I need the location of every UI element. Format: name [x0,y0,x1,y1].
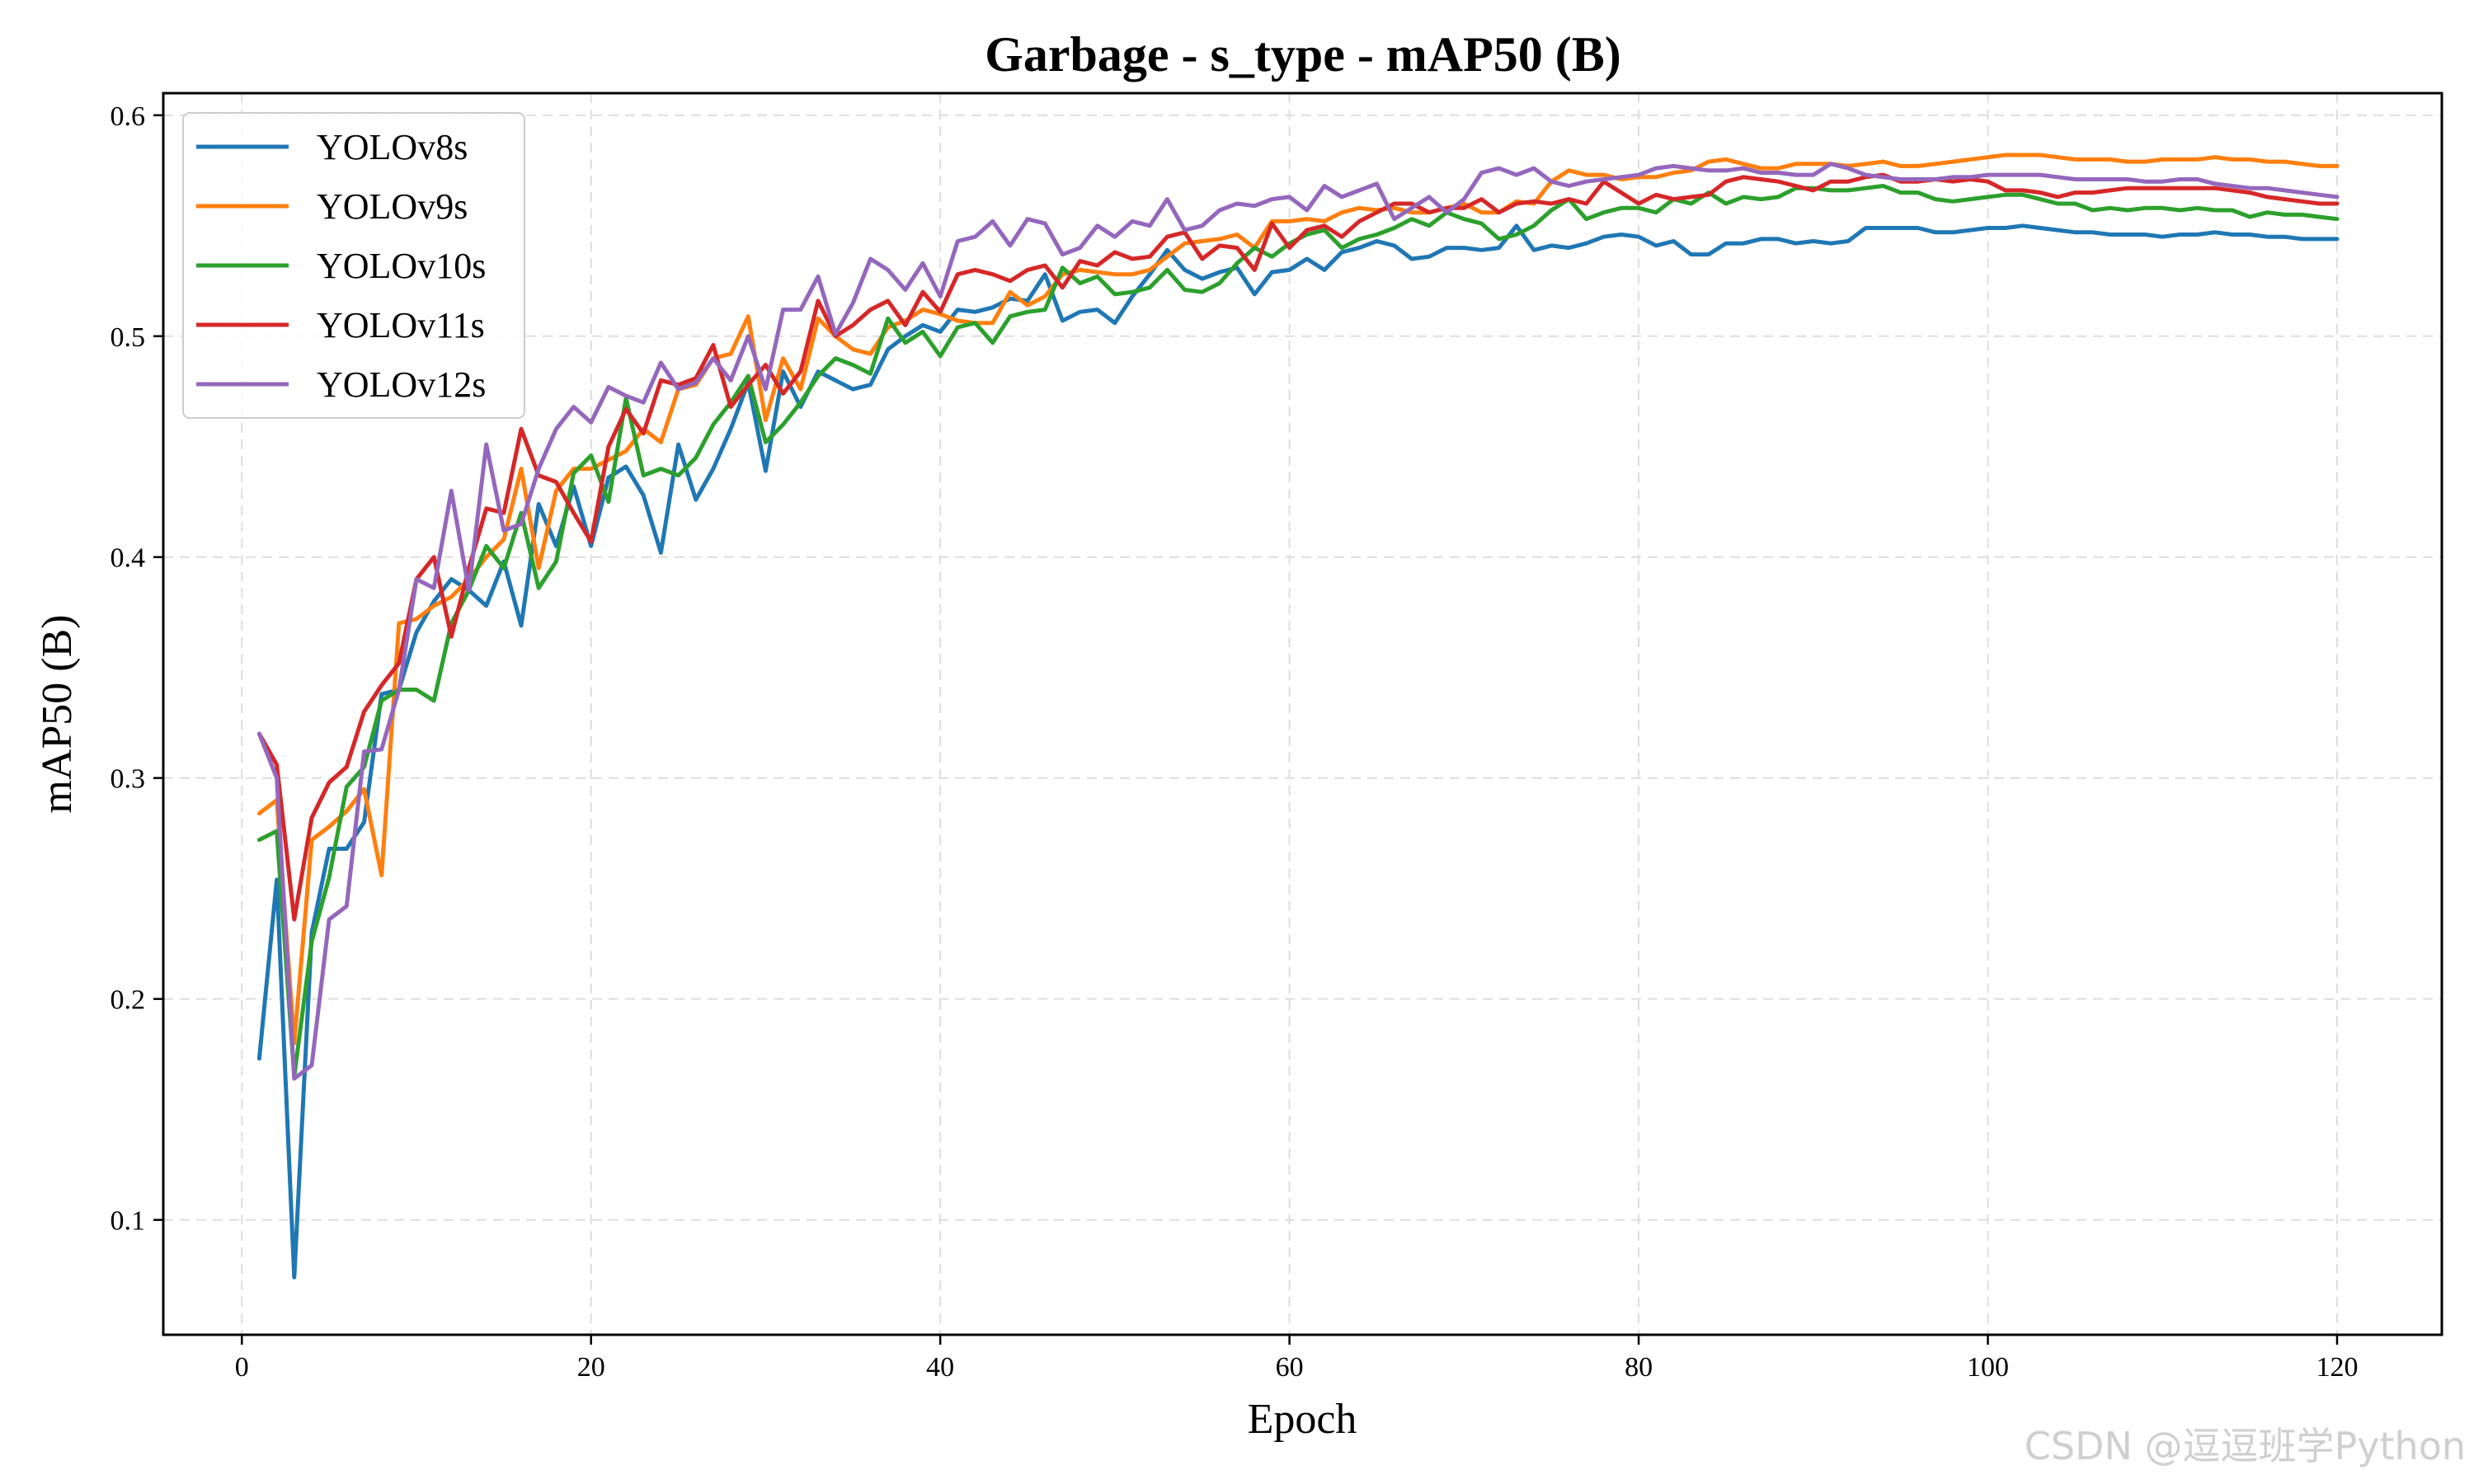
x-tick-label: 40 [926,1352,954,1383]
legend-label: YOLOv10s [317,246,486,286]
y-axis-label: mAP50 (B) [34,614,81,813]
x-tick-label: 20 [577,1352,605,1383]
x-tick-label: 120 [2316,1352,2358,1383]
axis-ticks: 0 20 40 60 80 100 120 0.1 0.2 0.3 0.4 0.5 0.6 [111,101,2359,1383]
legend-label: YOLOv11s [317,305,485,345]
series-line-yolov11s [256,172,2340,922]
legend-box [182,112,525,419]
legend-items: YOLOv8s YOLOv9s YOLOv10s YOLOv11s YOLOv12s [196,127,486,405]
y-tick-label: 0.3 [111,764,146,795]
x-tick-label: 0 [235,1352,249,1383]
series-lines [256,153,2340,1280]
x-axis-label: Epoch [1248,1396,1357,1443]
y-tick-label: 0.4 [111,543,146,574]
chart-title: Garbage - s_type - mAP50 (B) [985,27,1621,82]
y-tick-label: 0.5 [111,322,146,353]
x-tick-label: 100 [1967,1352,2009,1383]
x-tick-label: 60 [1276,1352,1304,1383]
plot-frame [162,92,2443,1336]
y-tick-label: 0.6 [111,101,146,132]
legend: YOLOv8s YOLOv9s YOLOv10s YOLOv11s YOLOv12s [182,112,525,419]
y-tick-label: 0.2 [111,985,146,1016]
legend-label: YOLOv8s [317,127,468,167]
x-tick-label: 80 [1625,1352,1653,1383]
watermark-text: CSDN @逗逗班学Python [2025,1424,2466,1468]
legend-label: YOLOv9s [317,186,468,227]
legend-label: YOLOv12s [317,364,486,405]
y-tick-label: 0.1 [111,1206,146,1237]
series-line-yolov12s [256,162,2340,1081]
